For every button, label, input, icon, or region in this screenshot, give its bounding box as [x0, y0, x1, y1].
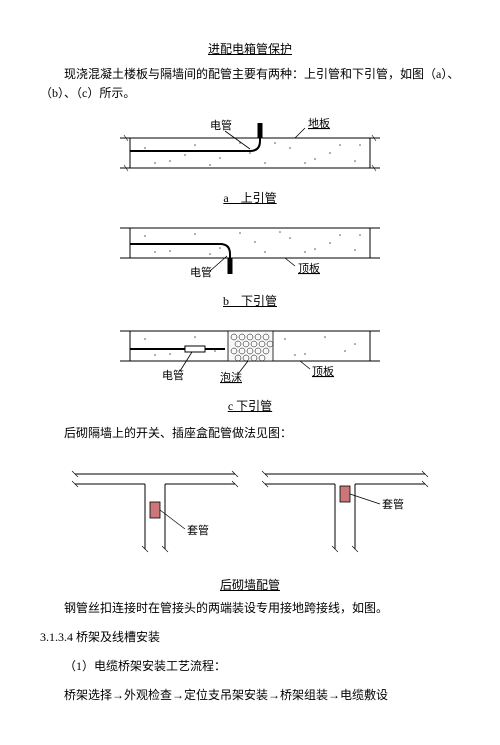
flow-title: （1）电缆桥架安装工艺流程：	[40, 657, 460, 676]
caption-c: c 下引管	[40, 397, 460, 414]
label-pipe-b: 电管	[190, 265, 212, 279]
section2-title: 后砌墙配管	[40, 576, 460, 593]
sleeve-label-right: 套管	[382, 497, 404, 511]
sleeve-label-left: 套管	[187, 523, 209, 537]
flow-text: 桥架选择→外观检查→定位支吊架安装→桥架组装→电缆敷设	[40, 686, 460, 705]
figure-a: 电管 地板	[40, 113, 460, 183]
section2-para: 钢管丝扣连接时在管接头的两端装设专用接地跨接线，如图。	[40, 599, 460, 618]
figure-b: 电管 顶板	[40, 216, 460, 286]
caption-a: a 上引管	[40, 189, 460, 206]
figure-d: 套管 套管	[40, 454, 460, 564]
section-number: 3.1.3.4 桥架及线槽安装	[40, 628, 460, 647]
intro-paragraph: 现浇混凝土楼板与隔墙间的配管主要有两种：上引管和下引管，如图（a）、（b）、（c…	[40, 65, 460, 103]
label-slab-c: 顶板	[312, 364, 334, 378]
post-wall-intro: 后砌隔墙上的开关、插座盒配管做法见图：	[40, 424, 460, 443]
label-pipe-c: 电管	[162, 368, 184, 382]
label-slab-a: 地板	[308, 116, 330, 130]
label-pipe-a: 电管	[210, 118, 232, 132]
label-slab-b: 顶板	[298, 261, 320, 275]
label-foam-c: 泡沫	[220, 370, 242, 384]
caption-b: b 下引管	[40, 292, 460, 309]
page-title: 进配电箱管保护	[40, 40, 460, 57]
figure-c: 电管 泡沫 顶板	[40, 319, 460, 391]
